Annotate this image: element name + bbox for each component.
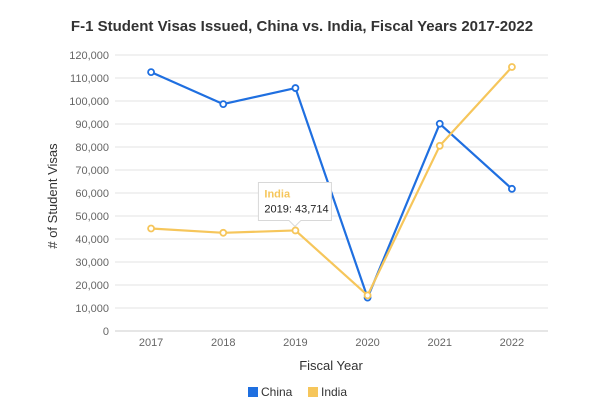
tooltip-box bbox=[257, 181, 332, 228]
y-tick-label: 50,000 bbox=[75, 211, 109, 223]
x-tick-label: 2020 bbox=[355, 337, 379, 349]
x-axis-ticks: 2017 2018 2019 2020 2021 2022 bbox=[139, 337, 524, 349]
legend-swatch-china[interactable] bbox=[248, 387, 258, 397]
data-point-china[interactable] bbox=[435, 119, 444, 128]
legend-label-india[interactable]: India bbox=[321, 385, 347, 399]
tooltip: India 2019: 43,714 bbox=[257, 181, 332, 228]
data-point-india[interactable] bbox=[363, 291, 372, 300]
data-point-india[interactable] bbox=[435, 141, 444, 150]
y-tick-label: 70,000 bbox=[75, 165, 109, 177]
legend-swatch-india[interactable] bbox=[308, 387, 318, 397]
x-tick-label: 2018 bbox=[211, 337, 235, 349]
data-point-china[interactable] bbox=[219, 100, 228, 108]
data-point-china[interactable] bbox=[291, 84, 300, 92]
x-axis-label: Fiscal Year bbox=[299, 358, 363, 373]
data-point-india[interactable] bbox=[508, 63, 516, 71]
y-tick-label: 30,000 bbox=[75, 257, 109, 269]
x-tick-label: 2019 bbox=[283, 337, 307, 349]
tooltip-value: 2019: 43,714 bbox=[264, 203, 328, 215]
data-point-china[interactable] bbox=[147, 68, 155, 77]
y-tick-label: 100,000 bbox=[69, 96, 109, 108]
y-tick-label: 80,000 bbox=[75, 142, 109, 154]
y-axis-ticks: 0 10,000 20,000 30,000 40,000 50,000 60,000 70,… bbox=[69, 50, 109, 338]
y-tick-label: 0 bbox=[103, 326, 109, 338]
series-line-india bbox=[151, 66, 513, 297]
y-tick-label: 20,000 bbox=[75, 280, 109, 292]
x-tick-label: 2017 bbox=[139, 337, 163, 349]
legend[interactable]: China India bbox=[248, 385, 347, 399]
legend-label-china[interactable]: China bbox=[261, 385, 293, 399]
y-tick-label: 60,000 bbox=[75, 188, 109, 200]
y-tick-label: 40,000 bbox=[75, 234, 109, 246]
x-tick-label: 2022 bbox=[500, 337, 524, 349]
tooltip-series-name: India bbox=[264, 188, 291, 200]
y-tick-label: 10,000 bbox=[75, 303, 109, 315]
data-point-china[interactable] bbox=[508, 184, 516, 193]
chart-title: F-1 Student Visas Issued, China vs. Indi… bbox=[71, 18, 533, 35]
y-tick-label: 90,000 bbox=[75, 119, 109, 131]
x-tick-label: 2021 bbox=[428, 337, 452, 349]
y-tick-label: 120,000 bbox=[69, 50, 109, 62]
data-point-india[interactable] bbox=[147, 224, 155, 233]
y-axis-label: # of Student Visas bbox=[45, 143, 60, 249]
data-point-india[interactable] bbox=[219, 228, 228, 237]
y-tick-label: 110,000 bbox=[70, 73, 109, 85]
data-point-india[interactable] bbox=[291, 226, 300, 235]
